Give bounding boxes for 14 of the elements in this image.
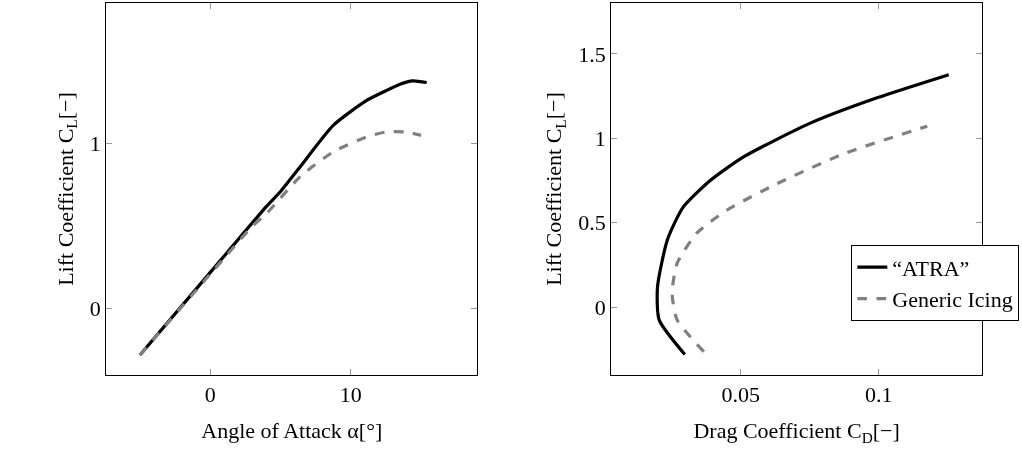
line-series	[138, 130, 423, 357]
x-tick-label: 10	[339, 382, 362, 408]
x-axis-title: Angle of Attack α[°]	[201, 418, 383, 444]
x-tick-label: 0.1	[864, 382, 893, 408]
legend-label: “ATRA”	[892, 255, 970, 281]
x-tick-label: 0	[204, 382, 216, 408]
legend-label: Generic Icing	[892, 287, 1013, 313]
x-axis-title: Drag Coefficient C$_{D}$[−]	[693, 418, 900, 446]
y-tick-label: 1.5	[578, 41, 606, 67]
x-tick-label: 0.05	[721, 382, 761, 408]
y-tick-label: 1	[594, 126, 606, 152]
y-tick-label: 0.5	[578, 210, 606, 236]
y-tick-label: 0	[594, 294, 606, 320]
y-tick-label: 1	[89, 131, 101, 157]
